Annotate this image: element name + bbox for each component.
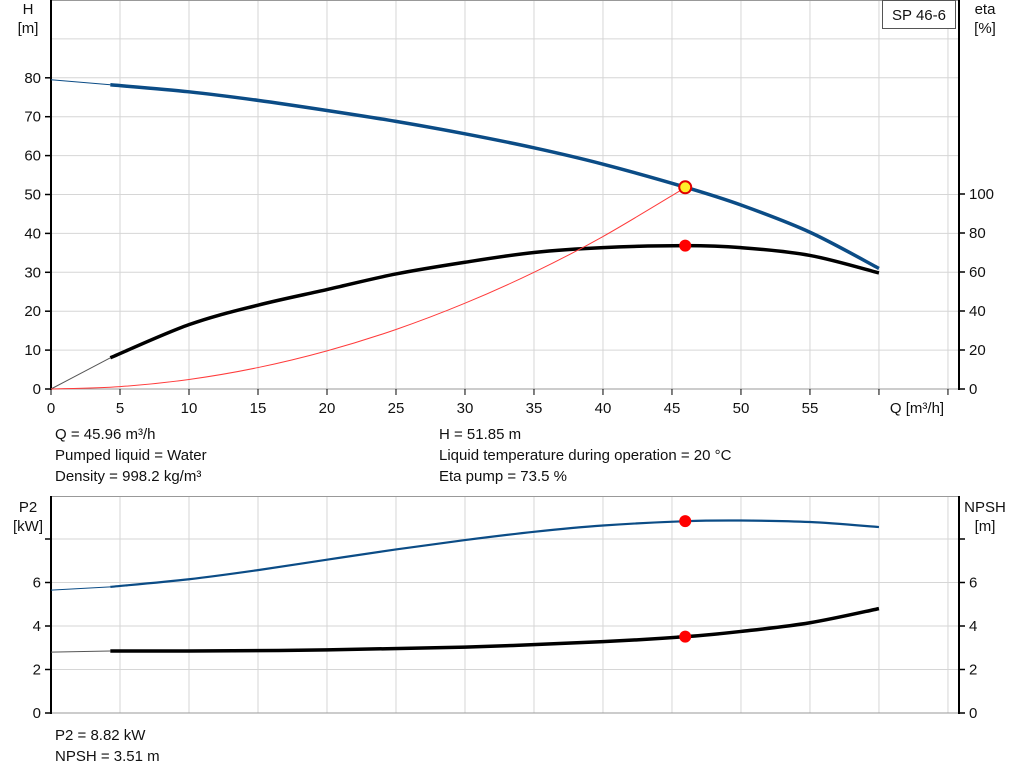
top-left-axis-label: H xyxy=(23,1,34,18)
bottom-right-axis-label: NPSH xyxy=(964,499,1006,516)
x-tick-label: 5 xyxy=(116,400,124,417)
bottom-right-tick-label: 6 xyxy=(969,575,977,592)
top-right-axis-label: [%] xyxy=(974,20,996,37)
bottom-right-axis-label: [m] xyxy=(975,518,996,535)
p2-curve xyxy=(110,519,880,588)
x-tick-label: 10 xyxy=(181,400,198,417)
top-left-tick-label: 50 xyxy=(24,187,41,204)
top-left-tick-label: 40 xyxy=(24,225,41,242)
x-tick-label: 20 xyxy=(319,400,336,417)
pump-model-box xyxy=(882,0,956,29)
bottom-left-tick-label: 4 xyxy=(33,618,41,635)
bottom-left-tick-label: 6 xyxy=(33,575,41,592)
top-left-axis-label: [m] xyxy=(18,20,39,37)
p2-extrapolated-line xyxy=(50,586,111,591)
info-bottom: P2 = 8.82 kW NPSH = 3.51 m xyxy=(55,725,160,767)
info-p2: P2 = 8.82 kW xyxy=(55,727,146,744)
info-temperature: Liquid temperature during operation = 20… xyxy=(439,447,732,464)
x-tick-label: 55 xyxy=(802,400,819,417)
top-left-tick-label: 60 xyxy=(24,148,41,165)
eta-curve xyxy=(109,243,880,360)
x-tick-label: 50 xyxy=(733,400,750,417)
top-left-tick-label: 80 xyxy=(24,70,41,87)
bottom-left-axis-label: P2 xyxy=(19,499,37,516)
top-right-tick-label: 0 xyxy=(969,381,977,398)
x-tick-label: 45 xyxy=(664,400,681,417)
top-left-tick-label: 20 xyxy=(24,303,41,320)
top-left-tick-label: 10 xyxy=(24,342,41,359)
top-right-tick-label: 40 xyxy=(969,303,986,320)
top-left-tick-label: 0 xyxy=(33,381,41,398)
eta-extrapolated-line xyxy=(50,357,111,390)
x-tick-label: 25 xyxy=(388,400,405,417)
info-density: Density = 998.2 kg/m³ xyxy=(55,468,202,485)
bottom-left-tick-label: 0 xyxy=(33,705,41,722)
x-tick-label: 15 xyxy=(250,400,267,417)
top-right-tick-label: 60 xyxy=(969,264,986,281)
info-top-left: Q = 45.96 m³/h Pumped liquid = Water Den… xyxy=(55,424,207,487)
bottom-left-tick-label: 2 xyxy=(33,662,41,679)
pump-model-label: SP 46-6 xyxy=(892,7,946,24)
top-right-tick-label: 100 xyxy=(969,186,994,203)
top-left-tick-label: 70 xyxy=(24,109,41,126)
npsh-operating-point xyxy=(679,630,692,643)
info-head: H = 51.85 m xyxy=(439,426,522,443)
system-curve xyxy=(50,186,687,390)
p2-operating-point xyxy=(679,515,692,528)
bottom-right-tick-label: 0 xyxy=(969,705,977,722)
x-tick-label: 35 xyxy=(526,400,543,417)
bottom-left-axis-label: [kW] xyxy=(13,518,43,535)
top-right-axis-label: eta xyxy=(975,1,997,18)
info-liquid: Pumped liquid = Water xyxy=(55,447,207,464)
head-curve xyxy=(110,83,880,270)
head-extrapolated-line xyxy=(50,79,111,86)
top-right-tick-label: 20 xyxy=(969,342,986,359)
x-tick-label: 0 xyxy=(47,400,55,417)
bottom-right-tick-label: 4 xyxy=(969,618,977,635)
npsh-extrapolated-line xyxy=(50,650,111,653)
info-eta: Eta pump = 73.5 % xyxy=(439,468,567,485)
npsh-curve xyxy=(110,606,880,653)
eta-operating-point xyxy=(679,239,692,252)
top-right-tick-label: 80 xyxy=(969,225,986,242)
x-tick-label: 40 xyxy=(595,400,612,417)
x-tick-label: 30 xyxy=(457,400,474,417)
head-operating-point xyxy=(678,180,693,195)
info-npsh: NPSH = 3.51 m xyxy=(55,748,160,765)
info-top-right: H = 51.85 m Liquid temperature during op… xyxy=(439,424,731,487)
x-axis-label: Q [m³/h] xyxy=(890,400,944,417)
bottom-right-tick-label: 2 xyxy=(969,662,977,679)
info-flow: Q = 45.96 m³/h xyxy=(55,426,156,443)
top-left-tick-label: 30 xyxy=(24,264,41,281)
